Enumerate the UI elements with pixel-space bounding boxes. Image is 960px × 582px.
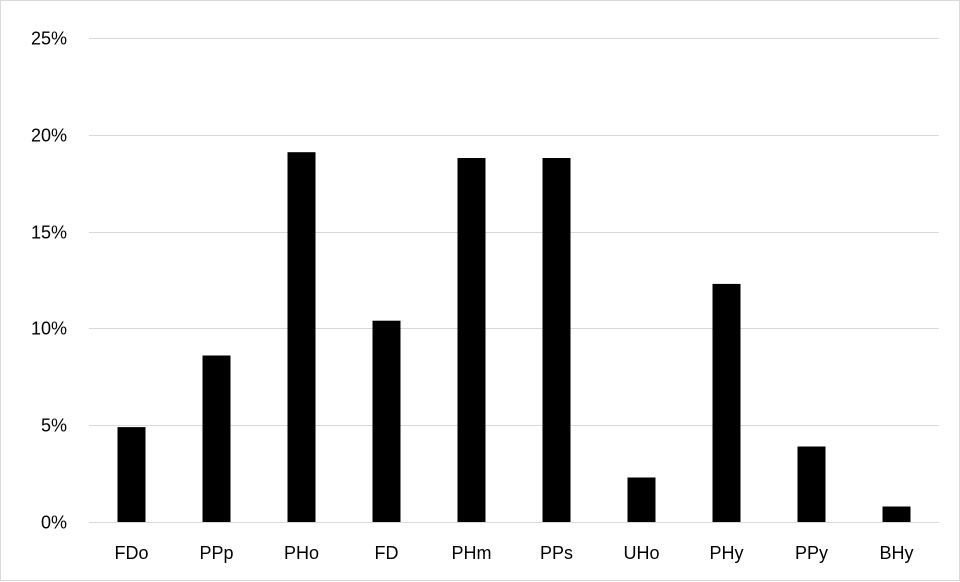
bars-layer [117,152,911,522]
x-tick-label: PPs [540,543,573,563]
x-tick-label: PPy [795,543,828,563]
bar-fd [372,320,401,522]
x-tick-label: UHo [623,543,659,563]
bar-uho [627,477,656,522]
x-tick-label: FDo [114,543,148,563]
y-tick-label: 5% [41,416,67,436]
y-tick-label: 20% [31,126,67,146]
bar-pho [287,152,316,522]
x-tick-label: BHy [879,543,913,563]
y-tick-label: 0% [41,513,67,533]
bar-pps [542,158,571,522]
y-tick-label: 15% [31,223,67,243]
bar-ppp [202,355,231,522]
y-tick-label: 10% [31,319,67,339]
bar-ppy [797,446,826,522]
x-tick-label: PHy [709,543,743,563]
x-tick-label: PHm [452,543,492,563]
bar-fdo [117,427,146,522]
x-tick-label: FD [375,543,399,563]
grid-layer [89,38,939,523]
y-tick-label: 25% [31,29,67,49]
bar-phm [457,158,486,522]
x-tick-label: PHo [284,543,319,563]
y-axis-tick-labels: 0% 5% 10% 15% 20% 25% [31,29,67,533]
bar-bhy [882,506,911,522]
x-axis-tick-labels: FDo PPp PHo FD PHm PPs UHo PHy PPy BHy [114,543,913,563]
x-tick-label: PPp [199,543,233,563]
bar-phy [712,283,741,522]
